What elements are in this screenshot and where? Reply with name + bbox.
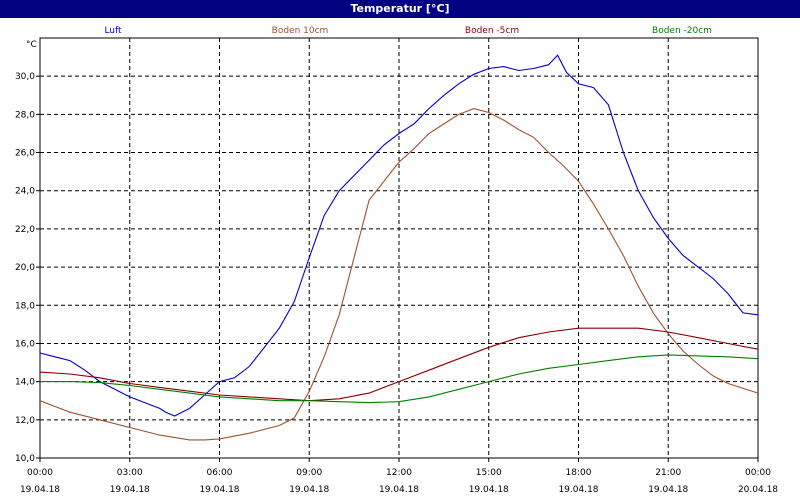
- legend-entry: Boden -20cm: [652, 26, 712, 36]
- x-tick-time-label: 12:00: [386, 468, 412, 478]
- legend: Luft Boden 10cm Boden -5cm Boden -20cm: [104, 26, 712, 36]
- axis-labels: 10,0 12,0 14,0 16,0 18,0 20,0 22,0 24,0 26,0 28,0…: [15, 40, 778, 495]
- x-tick-date-label: 19.04.18: [289, 485, 329, 495]
- x-tick-date-label: 19.04.18: [20, 485, 60, 495]
- y-tick-label: 12,0: [15, 416, 35, 426]
- legend-entry: Luft: [104, 26, 122, 36]
- y-tick-label: 18,0: [15, 301, 35, 311]
- x-tick-time-label: 00:00: [745, 468, 771, 478]
- y-tick-label: 10,0: [15, 454, 35, 464]
- series-line: [39, 327, 759, 402]
- grid-lines: [40, 38, 758, 458]
- series-lines: [39, 54, 759, 441]
- legend-entry: Boden -5cm: [465, 26, 519, 36]
- x-tick-time-label: 09:00: [296, 468, 322, 478]
- x-tick-date-label: 19.04.18: [469, 485, 509, 495]
- y-tick-label: 20,0: [15, 263, 35, 273]
- y-tick-label: 24,0: [15, 187, 35, 197]
- x-tick-time-label: 03:00: [117, 468, 143, 478]
- y-tick-label: 14,0: [15, 378, 35, 388]
- x-tick-time-label: 21:00: [655, 468, 681, 478]
- x-tick-date-label: 20.04.18: [738, 485, 778, 495]
- series-line: [40, 354, 759, 404]
- series-line: [39, 54, 759, 417]
- x-tick-date-label: 19.04.18: [379, 485, 419, 495]
- legend-entry: Boden 10cm: [272, 26, 329, 36]
- x-tick-time-label: 00:00: [27, 468, 53, 478]
- y-axis-unit-label: °C: [26, 40, 37, 50]
- x-tick-time-label: 15:00: [476, 468, 502, 478]
- chart-title: Temperatur [°C]: [0, 0, 800, 18]
- x-tick-time-label: 06:00: [207, 468, 233, 478]
- x-tick-date-label: 19.04.18: [199, 485, 239, 495]
- y-tick-label: 16,0: [15, 339, 35, 349]
- x-tick-date-label: 19.04.18: [110, 485, 150, 495]
- y-tick-label: 28,0: [15, 110, 35, 120]
- series-line: [39, 108, 759, 441]
- y-tick-label: 30,0: [15, 72, 35, 82]
- x-tick-date-label: 19.04.18: [558, 485, 598, 495]
- x-tick-date-label: 19.04.18: [648, 485, 688, 495]
- y-tick-label: 26,0: [15, 149, 35, 159]
- y-tick-label: 22,0: [15, 225, 35, 235]
- x-tick-time-label: 18:00: [566, 468, 592, 478]
